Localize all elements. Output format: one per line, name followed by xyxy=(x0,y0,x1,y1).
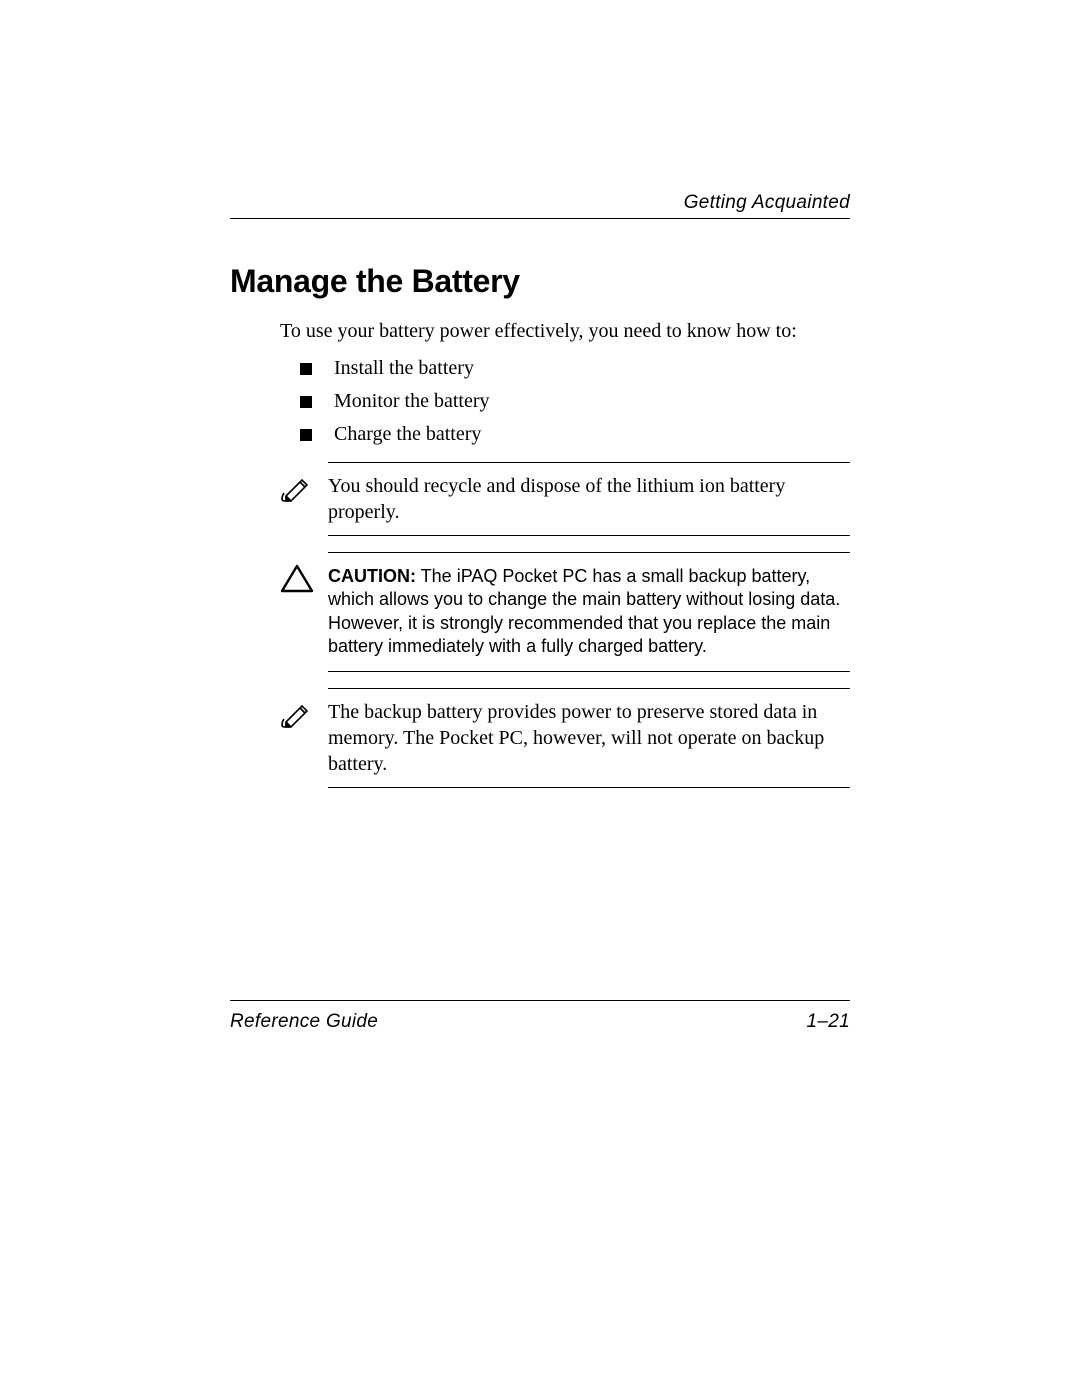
note-block-1: You should recycle and dispose of the li… xyxy=(280,462,850,536)
chapter-label: Getting Acquainted xyxy=(230,192,850,214)
note-block-2: The backup battery provides power to pre… xyxy=(280,688,850,788)
caution-label: CAUTION: xyxy=(328,566,416,586)
note-text: The backup battery provides power to pre… xyxy=(328,688,850,788)
footer-left: Reference Guide xyxy=(230,1011,378,1033)
pencil-note-icon xyxy=(280,462,316,502)
section-heading: Manage the Battery xyxy=(230,263,850,300)
caution-triangle-icon xyxy=(280,552,316,594)
page-content: Getting Acquainted Manage the Battery To… xyxy=(230,192,850,788)
intro-paragraph: To use your battery power effectively, y… xyxy=(280,320,850,343)
pencil-note-icon xyxy=(280,688,316,728)
bullet-list: Install the battery Monitor the battery … xyxy=(300,357,850,446)
page-header: Getting Acquainted xyxy=(230,192,850,219)
page-footer: Reference Guide 1–21 xyxy=(230,1000,850,1033)
list-item: Charge the battery xyxy=(300,423,850,446)
caution-text: CAUTION: The iPAQ Pocket PC has a small … xyxy=(328,552,850,672)
note-text: You should recycle and dispose of the li… xyxy=(328,462,850,536)
list-item: Install the battery xyxy=(300,357,850,380)
footer-right: 1–21 xyxy=(807,1011,850,1033)
caution-block: CAUTION: The iPAQ Pocket PC has a small … xyxy=(280,552,850,672)
list-item: Monitor the battery xyxy=(300,390,850,413)
